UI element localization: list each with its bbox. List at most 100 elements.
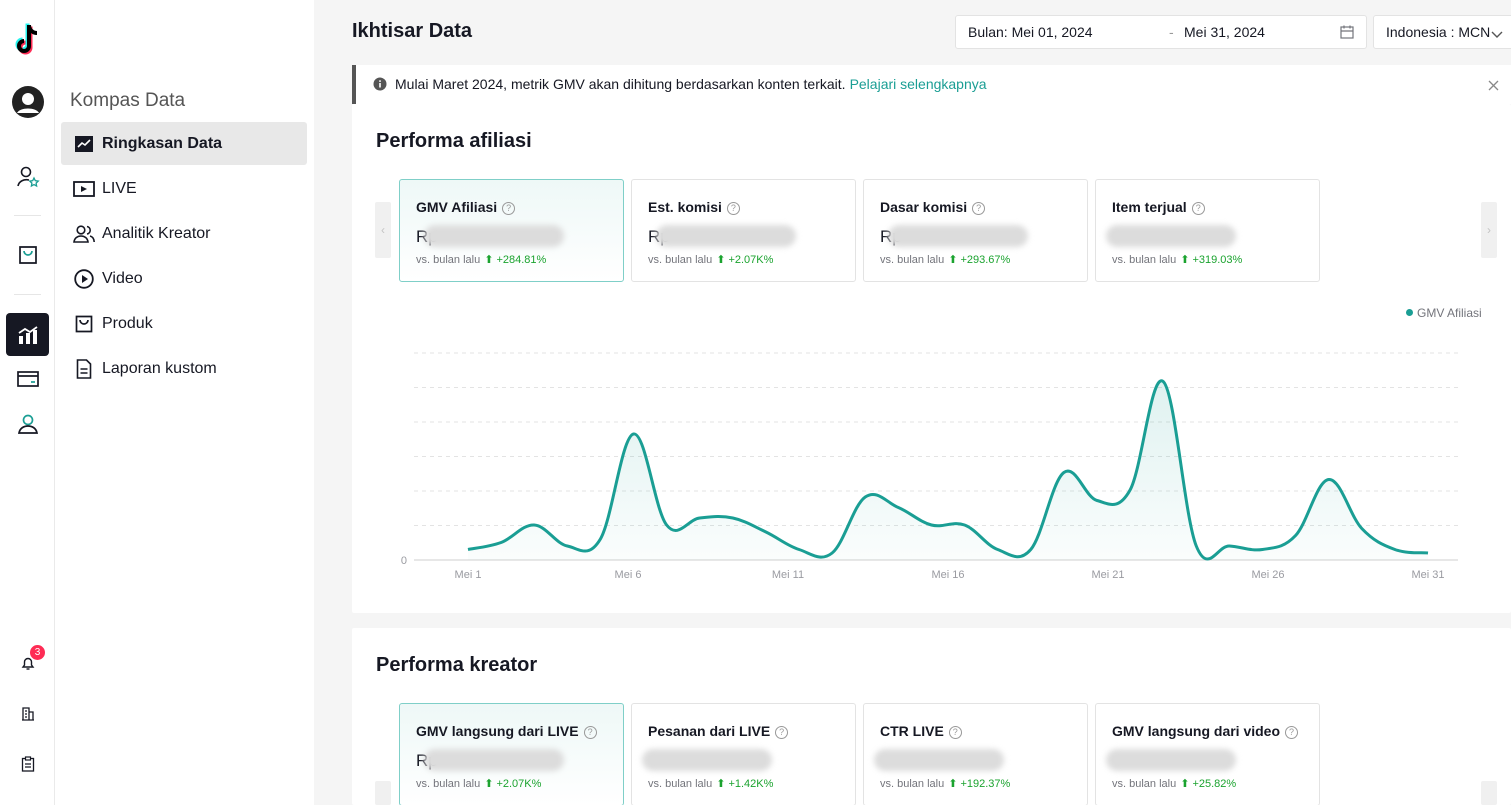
metric-change: +25.82% [1192,778,1237,790]
arrow-up-icon: ⬆ [1180,254,1190,266]
sidebar-item-label: LIVE [102,179,137,197]
redacted-value [424,749,564,771]
info-icon [373,77,387,94]
arrow-up-icon: ⬆ [484,778,494,790]
metric-change: +1.42K% [728,778,774,790]
tiktok-logo-icon[interactable] [6,18,49,61]
sidebar-item-label: Ringkasan Data [102,134,223,152]
redacted-value [642,749,772,771]
product-bag-icon [72,312,96,336]
wallet-card-icon[interactable] [6,357,49,400]
analytics-chart-icon[interactable] [6,313,49,356]
help-icon[interactable]: ? [502,202,516,215]
creator-section-title: Performa kreator [376,654,538,676]
notification-bell-icon[interactable]: 3 [6,641,49,684]
chevron-down-icon [1491,26,1503,42]
avatar[interactable] [6,80,49,123]
arrow-up-icon: ⬆ [948,778,958,790]
gmv-line-chart: Mei 1 Mei 6 Mei 11 Mei 16 Mei 21 Mei 26 Mei 31… [401,352,1458,581]
metric-comparison: vs. bulan lalu ⬆ +2.07K% [648,254,774,266]
metric-card-item-terjual[interactable]: Item terjual? vs. bulan lalu ⬆ +319.03% [1095,179,1320,282]
creator-star-icon[interactable] [6,155,49,198]
x-tick-label: Mei 1 [455,569,482,581]
close-icon[interactable] [1488,78,1499,94]
notice-text: Mulai Maret 2024, metrik GMV akan dihitu… [395,76,987,92]
metric-title: Dasar komisi? [880,199,986,215]
redacted-value [1106,749,1236,771]
help-icon[interactable]: ? [775,726,789,739]
arrow-up-icon: ⬆ [716,254,726,266]
metric-card-gmv-video[interactable]: GMV langsung dari video? vs. bulan lalu ⬆… [1095,703,1320,805]
sidebar-item-live[interactable]: LIVE [61,167,307,210]
learn-more-link[interactable]: Pelajari selengkapnya [849,76,987,92]
date-end[interactable]: Mei 31, 2024 [1184,24,1265,40]
legend-dot [1406,309,1413,316]
metric-change: +284.81% [496,254,547,266]
sidebar-item-video[interactable]: Video [61,257,307,300]
gmv-notice-banner: Mulai Maret 2024, metrik GMV akan dihitu… [352,65,1511,104]
metric-card-pesanan-live[interactable]: Pesanan dari LIVE? vs. bulan lalu ⬆ +1.42K… [631,703,856,805]
sidebar-item-label: Video [102,269,143,287]
redacted-value [874,749,1004,771]
chart-legend[interactable]: GMV Afiliasi [1406,306,1482,320]
legend-label: GMV Afiliasi [1417,306,1482,320]
x-tick-label: Mei 21 [1091,569,1124,581]
next-cards-arrow[interactable]: › [1481,202,1497,258]
next-creator-cards-arrow[interactable] [1481,781,1497,805]
metric-change: +2.07K% [728,254,774,266]
metric-title: GMV langsung dari video? [1112,723,1299,739]
metric-card-est-komisi[interactable]: Est. komisi? Rp vs. bulan lalu⬆+2.07K% [631,179,856,282]
x-tick-label: Mei 16 [931,569,964,581]
help-icon[interactable]: ? [1285,726,1299,739]
y-tick-label: 0 [401,555,407,567]
shop-bag-icon[interactable] [6,233,49,276]
metric-card-gmv-afiliasi[interactable]: GMV Afiliasi? Rp vs. bulan lalu⬆+284.81% [399,179,624,282]
prev-cards-arrow[interactable]: ‹ [375,202,391,258]
live-video-icon [72,177,96,201]
building-icon[interactable] [6,692,49,735]
sidebar-item-produk[interactable]: Produk [61,302,307,345]
help-icon[interactable]: ? [726,202,740,215]
metric-title: Item terjual? [1112,199,1205,215]
redacted-value [1106,225,1236,247]
clipboard-icon[interactable] [6,742,49,785]
metric-change: +2.07K% [496,778,542,790]
metric-card-gmv-live[interactable]: GMV langsung dari LIVE? Rp vs. bulan lal… [399,703,624,805]
redacted-value [656,225,796,247]
x-tick-label: Mei 6 [615,569,642,581]
date-range-picker[interactable]: Bulan: Mei 01, 2024 - Mei 31, 2024 [955,15,1367,49]
sidebar-item-label: Analitik Kreator [102,224,211,242]
data-compass-sidebar: Kompas Data Ringkasan Data LIVE Analitik… [55,0,314,805]
metric-title: CTR LIVE? [880,723,962,739]
help-icon[interactable]: ? [972,202,986,215]
metric-comparison: vs. bulan lalu ⬆ +25.82% [1112,778,1237,790]
x-tick-label: Mei 11 [772,569,804,581]
metric-change: +293.67% [960,254,1011,266]
metric-comparison: vs. bulan lalu ⬆ +284.81% [416,254,547,266]
region-selector[interactable]: Indonesia : MCN [1373,15,1511,49]
region-label: Indonesia : MCN [1386,24,1491,40]
help-icon[interactable]: ? [948,726,962,739]
sidebar-item-label: Produk [102,314,153,332]
sidebar-item-laporan-kustom[interactable]: Laporan kustom [61,347,307,390]
redacted-value [424,225,564,247]
x-tick-label: Mei 26 [1251,569,1284,581]
date-start[interactable]: Bulan: Mei 01, 2024 [968,24,1093,40]
metric-card-ctr-live[interactable]: CTR LIVE? vs. bulan lalu ⬆ +192.37% [863,703,1088,805]
calendar-icon[interactable] [1340,25,1354,42]
account-person-icon[interactable] [6,402,49,445]
sidebar-item-ringkasan-data[interactable]: Ringkasan Data [61,122,307,165]
sidebar-title: Kompas Data [70,90,186,111]
creators-people-icon [72,222,96,246]
affiliate-section-title: Performa afiliasi [376,130,532,152]
metric-title: Est. komisi? [648,199,740,215]
sidebar-item-analitik-kreator[interactable]: Analitik Kreator [61,212,307,255]
prev-creator-cards-arrow[interactable] [375,781,391,805]
help-icon[interactable]: ? [1191,202,1205,215]
metric-title: GMV Afiliasi? [416,199,516,215]
help-icon[interactable]: ? [583,726,597,739]
icon-rail: 3 [0,0,55,805]
page-title: Ikhtisar Data [352,20,473,42]
metric-card-dasar-komisi[interactable]: Dasar komisi? Rp vs. bulan lalu⬆+293.67% [863,179,1088,282]
metric-comparison: vs. bulan lalu ⬆ +319.03% [1112,254,1243,266]
